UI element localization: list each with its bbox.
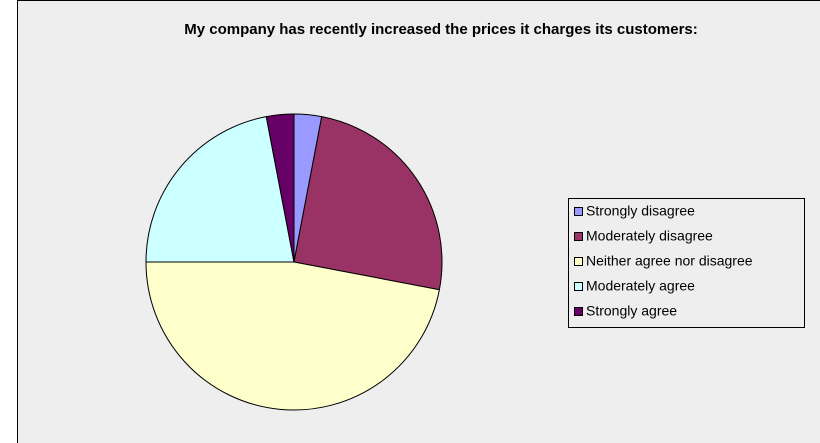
pie-slice [265, 113, 295, 263]
legend-swatch [574, 307, 583, 316]
pie-slice [145, 116, 295, 263]
legend-label: Neither agree nor disagree [586, 253, 753, 269]
legend-swatch [574, 257, 583, 266]
legend-label: Strongly agree [586, 303, 677, 319]
legend-box [568, 198, 805, 328]
pie-slice [293, 116, 443, 291]
legend-label: Moderately agree [586, 278, 695, 294]
legend-label: Moderately disagree [586, 228, 713, 244]
legend-swatch [574, 232, 583, 241]
legend-swatch [574, 282, 583, 291]
legend-swatch [574, 207, 583, 216]
legend-label: Strongly disagree [586, 203, 695, 219]
chart-title: My company has recently increased the pr… [184, 21, 698, 38]
pie-slice [145, 261, 440, 411]
